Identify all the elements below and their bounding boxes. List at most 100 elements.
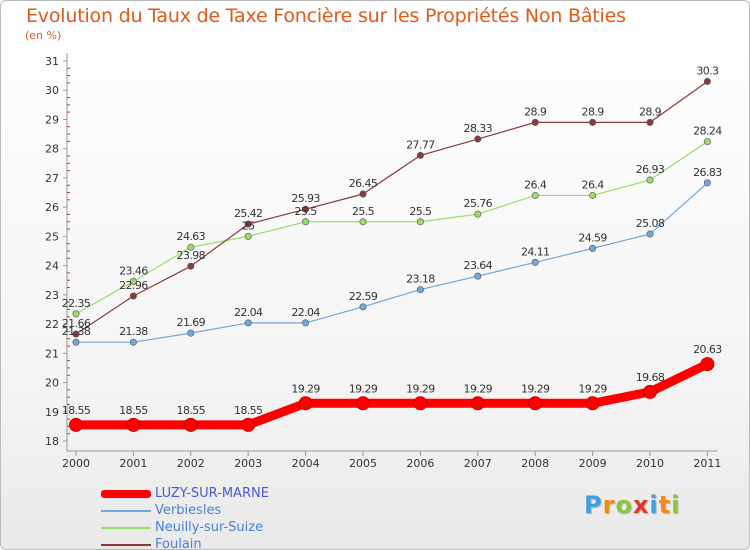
y-tick-label: 21: [45, 347, 59, 360]
data-point: [72, 310, 80, 318]
data-point: [187, 329, 195, 337]
data-label: 18.55: [234, 404, 263, 417]
data-label: 22.04: [291, 306, 320, 319]
data-point: [126, 417, 141, 432]
data-point: [302, 319, 310, 327]
data-label: 28.9: [524, 105, 547, 118]
data-label: 18.55: [62, 404, 91, 417]
data-label: 28.9: [582, 105, 605, 118]
data-point: [470, 396, 485, 411]
data-label: 24.59: [578, 231, 607, 244]
logo-letter: i: [671, 491, 681, 519]
data-label: 23.46: [119, 264, 148, 277]
data-label: 26.4: [524, 178, 547, 191]
data-point: [646, 176, 654, 184]
data-point: [703, 179, 711, 187]
data-label: 26.4: [582, 178, 605, 191]
data-point: [416, 286, 424, 294]
data-point: [302, 218, 310, 226]
data-label: 24.63: [177, 230, 206, 243]
data-point: [129, 338, 137, 346]
data-point: [474, 272, 482, 280]
data-label: 22.96: [119, 279, 148, 292]
x-tick-label: 2002: [177, 457, 205, 470]
y-tick-label: 28: [45, 143, 59, 156]
data-point: [589, 191, 597, 199]
data-point: [359, 190, 367, 198]
data-label: 22.59: [349, 290, 378, 303]
logo-letter: r: [602, 491, 616, 519]
x-tick-label: 2009: [579, 457, 607, 470]
x-tick-label: 2008: [521, 457, 549, 470]
data-label: 19.29: [349, 382, 378, 395]
y-tick-label: 29: [45, 113, 59, 126]
data-label: 19.29: [406, 382, 435, 395]
x-tick-label: 2011: [693, 457, 721, 470]
y-tick-label: 27: [45, 172, 59, 185]
data-label: 26.45: [349, 177, 378, 190]
data-label: 28.9: [639, 105, 662, 118]
x-tick-label: 2000: [62, 457, 90, 470]
data-point: [356, 396, 370, 411]
logo-letter: i: [649, 491, 659, 519]
data-point: [72, 338, 80, 346]
data-point: [589, 244, 597, 252]
data-label: 25: [242, 219, 255, 232]
x-tick-label: 2010: [636, 457, 664, 470]
legend-label: Verbiesles: [155, 503, 222, 518]
data-label: 23.98: [177, 249, 206, 262]
data-point: [416, 218, 424, 226]
data-point: [703, 138, 711, 146]
logo-letter: P: [584, 491, 603, 519]
x-tick-label: 2003: [234, 457, 262, 470]
data-point: [244, 319, 252, 327]
data-point: [646, 230, 654, 238]
data-label: 21.66: [62, 317, 91, 330]
data-label: 25.42: [234, 207, 263, 220]
x-tick-label: 2006: [406, 457, 434, 470]
data-point: [589, 118, 597, 126]
data-label: 30.3: [696, 64, 719, 77]
data-point: [298, 396, 313, 411]
data-point: [69, 417, 83, 432]
data-point: [244, 232, 252, 240]
data-point: [703, 77, 711, 85]
y-tick-label: 18: [45, 435, 59, 448]
data-point: [244, 220, 252, 228]
data-point: [531, 118, 539, 126]
data-point: [531, 258, 539, 266]
data-point: [416, 151, 424, 159]
data-point: [646, 118, 654, 126]
data-point: [413, 396, 428, 411]
data-label: 21.69: [177, 316, 206, 329]
logo-letter: x: [632, 491, 650, 519]
data-point: [585, 396, 600, 411]
y-tick-label: 31: [45, 55, 59, 68]
data-label: 24.11: [521, 245, 550, 258]
legend-swatch: [101, 510, 151, 512]
series-line-foulain: [75, 80, 709, 335]
x-tick-label: 2004: [292, 457, 320, 470]
x-tick-label: 2001: [119, 457, 147, 470]
data-label: 19.29: [521, 382, 550, 395]
data-label: 26.83: [693, 166, 722, 179]
legend-label: LUZY-SUR-MARNE: [155, 486, 269, 501]
data-label: 28.24: [693, 125, 722, 138]
data-label: 25.5: [295, 205, 318, 218]
y-tick-label: 19: [45, 406, 59, 419]
data-label: 26.93: [636, 163, 665, 176]
y-tick-label: 25: [45, 230, 59, 243]
data-point: [187, 243, 195, 251]
data-label: 20.63: [693, 343, 722, 356]
logo-letter: t: [658, 491, 672, 519]
data-point: [474, 135, 482, 143]
series-line-verbiesles: [75, 182, 709, 343]
legend-label: Neuilly-sur-Suize: [155, 520, 264, 535]
data-point: [359, 218, 367, 226]
y-tick-label: 20: [45, 377, 59, 390]
legend-swatch: [101, 527, 151, 529]
data-label: 28.33: [464, 122, 493, 135]
data-point: [72, 330, 80, 338]
legend-label: Foulain: [155, 537, 202, 550]
